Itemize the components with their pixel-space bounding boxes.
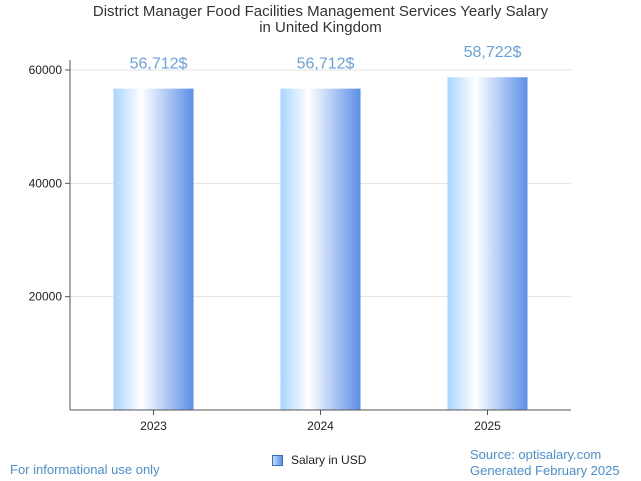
data-label-2025: 58,722$ [464, 44, 522, 61]
legend: Salary in USD [272, 453, 366, 467]
chart-title: District Manager Food Facilities Managem… [0, 4, 641, 36]
data-label-2024: 56,712$ [297, 56, 355, 73]
legend-label: Salary in USD [291, 453, 367, 467]
y-tick-label: 60000 [29, 63, 63, 77]
source-text: Source: optisalary.com [470, 447, 602, 462]
chart-title-line-1: District Manager Food Facilities Managem… [92, 3, 549, 20]
axes: 20000 40000 60000 2023 2024 2025 [29, 60, 571, 433]
bars [113, 77, 528, 410]
x-tick-label: 2025 [474, 419, 501, 433]
x-tick-label: 2023 [140, 419, 167, 433]
legend-swatch [272, 454, 283, 466]
x-tick-label: 2024 [307, 419, 334, 433]
bar-2024 [280, 88, 361, 410]
chart-title-line-2: in United Kingdom [259, 19, 382, 36]
disclaimer-text: For informational use only [10, 462, 160, 477]
y-tick-label: 20000 [29, 290, 63, 304]
bar-2025 [447, 77, 528, 410]
y-tick-label: 40000 [29, 176, 63, 190]
source-info: Source: optisalary.com Generated Februar… [470, 447, 620, 479]
data-labels: 56,712$ 56,712$ 58,722$ [130, 44, 522, 72]
data-label-2023: 56,712$ [130, 56, 188, 73]
bar-2023 [113, 88, 194, 410]
generated-text: Generated February 2025 [470, 463, 620, 478]
